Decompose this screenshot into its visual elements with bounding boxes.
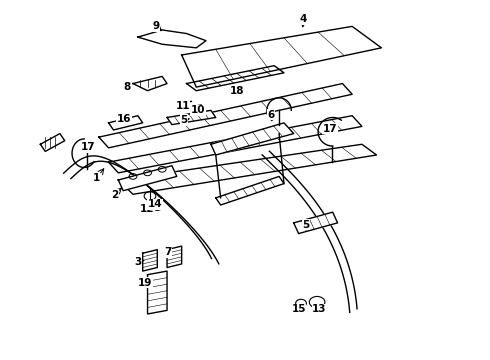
Text: 8: 8 [123,82,131,92]
Text: 2: 2 [111,190,118,200]
Text: 7: 7 [164,247,171,257]
Text: 11: 11 [175,102,190,111]
Text: 14: 14 [147,199,162,209]
Text: 5: 5 [180,115,188,125]
Text: 9: 9 [153,21,160,31]
Text: 4: 4 [300,14,307,24]
Polygon shape [118,144,376,194]
Text: 3: 3 [134,257,142,267]
Polygon shape [182,26,381,87]
Text: 12: 12 [140,204,155,214]
Text: 10: 10 [191,105,205,115]
Text: 17: 17 [81,142,96,152]
Text: 18: 18 [229,86,244,96]
Text: 13: 13 [312,304,327,314]
Polygon shape [109,116,143,130]
Polygon shape [211,123,294,155]
Polygon shape [40,134,65,152]
Polygon shape [167,246,182,267]
Text: 6: 6 [267,110,274,120]
Polygon shape [118,166,177,191]
Text: 1: 1 [93,173,100,183]
Polygon shape [138,30,206,48]
Text: 16: 16 [117,113,131,123]
Text: 17: 17 [323,124,338,134]
Polygon shape [294,212,338,234]
Polygon shape [147,271,167,314]
Polygon shape [109,116,362,173]
Polygon shape [133,76,167,91]
Polygon shape [167,111,216,125]
Polygon shape [216,176,284,205]
Polygon shape [143,249,157,271]
Text: 19: 19 [138,278,152,288]
Text: 5: 5 [302,220,310,230]
Polygon shape [99,84,352,148]
Text: 15: 15 [292,304,306,314]
Polygon shape [187,66,284,91]
